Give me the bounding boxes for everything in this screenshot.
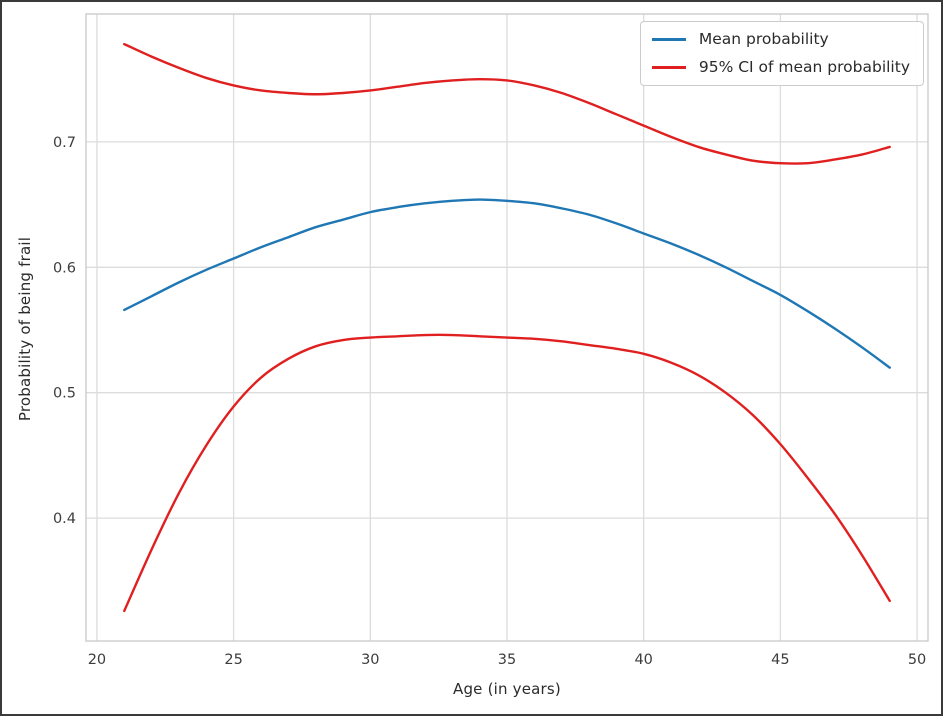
ci-upper-line [123, 42, 891, 165]
mean-probability-line [123, 198, 891, 369]
legend-item-ci: 95% CI of mean probability [651, 57, 910, 78]
y-axis-label: Probability of being frail [16, 236, 34, 422]
x-tick-label-35: 35 [498, 652, 516, 668]
legend-label-mean-probability: Mean probability [698, 30, 829, 48]
y-tick-label-0.6: 0.6 [53, 260, 76, 276]
x-tick-label-50: 50 [908, 652, 926, 668]
ci-line-swatch [651, 66, 686, 69]
mean-probability-line-swatch [651, 38, 686, 41]
legend: Mean probability 95% CI of mean probabil… [639, 21, 924, 86]
x-tick-label-25: 25 [224, 652, 242, 668]
legend-label-ci: 95% CI of mean probability [698, 58, 910, 76]
axes-spines [85, 13, 929, 642]
x-tick-label-30: 30 [361, 652, 379, 668]
y-tick-label-0.4: 0.4 [53, 511, 76, 527]
x-tick-label-40: 40 [634, 652, 652, 668]
ci-lower-line [123, 333, 891, 613]
y-tick-label-0.5: 0.5 [53, 386, 76, 402]
x-axis-label: Age (in years) [452, 680, 561, 698]
y-tick-label-0.7: 0.7 [53, 135, 76, 151]
legend-item-mean-probability: Mean probability [651, 29, 910, 50]
x-tick-label-20: 20 [88, 652, 106, 668]
x-tick-label-45: 45 [771, 652, 789, 668]
